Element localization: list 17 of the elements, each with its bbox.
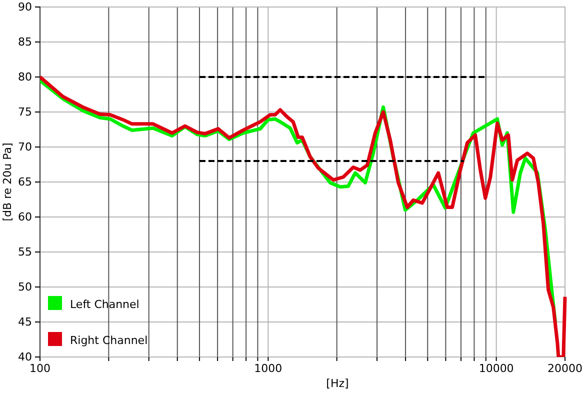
y-tick-label: 85 xyxy=(18,36,32,49)
y-axis-title: [dB re 20u Pa] xyxy=(1,142,14,222)
y-tick-label: 90 xyxy=(18,0,32,14)
x-tick-label: 20000 xyxy=(548,362,582,375)
y-tick-label: 45 xyxy=(18,316,32,329)
y-tick-label: 75 xyxy=(18,106,32,119)
y-tick-label: 40 xyxy=(18,350,32,364)
y-tick-label: 50 xyxy=(18,280,32,294)
x-tick-label: 1000 xyxy=(254,362,282,375)
x-axis-title: [Hz] xyxy=(326,377,349,390)
y-tick-label: 65 xyxy=(18,176,32,189)
x-tick-label: 100 xyxy=(30,362,50,375)
x-tick-label: 10000 xyxy=(478,362,514,375)
y-tick-label: 80 xyxy=(18,70,32,84)
y-tick-label: 60 xyxy=(18,210,32,224)
y-tick-label: 70 xyxy=(18,140,32,154)
y-tick-label: 55 xyxy=(18,246,32,259)
